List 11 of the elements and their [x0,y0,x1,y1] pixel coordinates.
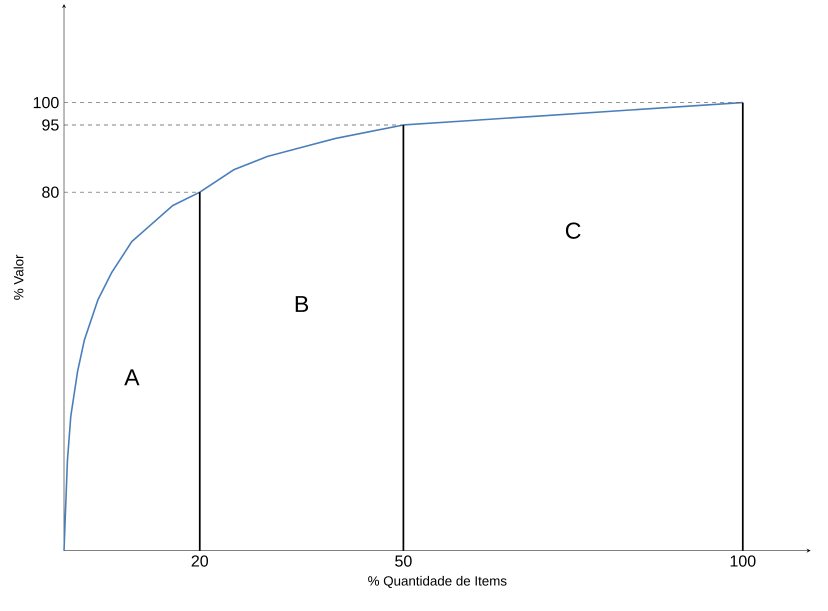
x-tick-label: 100 [730,556,756,567]
annotation: A [124,370,140,386]
y-tick-label: 95 [42,119,59,131]
y-tick-label: 80 [42,186,59,198]
y-axis-title: % Valor [14,254,24,300]
annotation: B [296,296,308,312]
x-axis-title: % Quantidade de Items [368,576,507,588]
x-tick-label: 50 [395,556,412,567]
x-tick-label: 20 [192,556,208,567]
y-tick-label: 100 [34,97,59,108]
annotation: C [566,222,581,239]
